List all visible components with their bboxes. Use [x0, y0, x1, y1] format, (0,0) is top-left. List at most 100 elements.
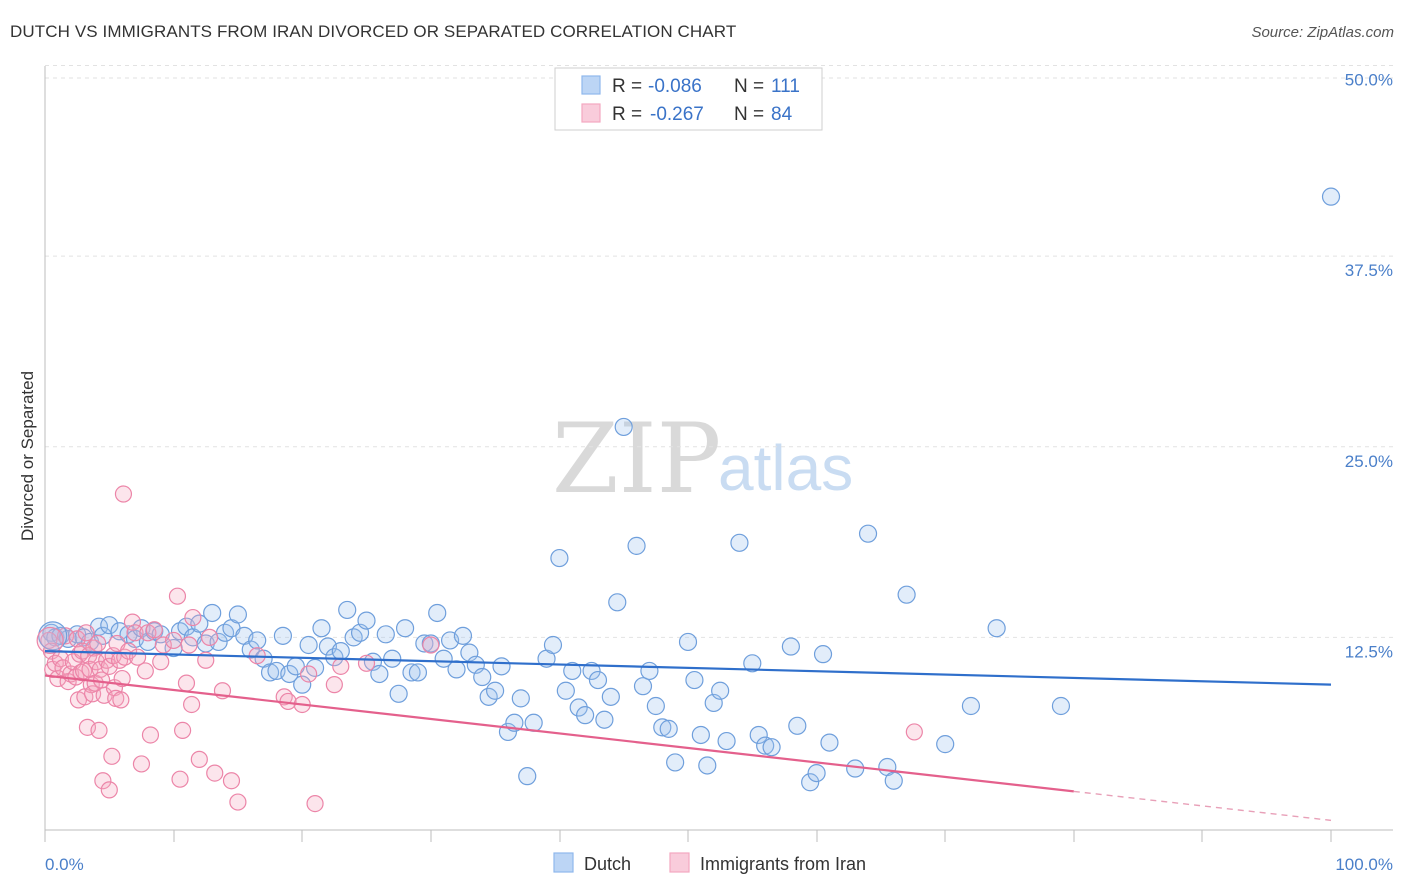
legend-n-value-iran: 84 — [771, 104, 793, 125]
dutch-trend-line — [44, 650, 1332, 686]
dutch-point — [203, 603, 222, 623]
iran-point — [222, 772, 241, 790]
dutch-point — [711, 681, 730, 700]
dutch-point — [473, 667, 492, 687]
dutch-point — [653, 718, 672, 737]
iran-point — [136, 662, 154, 680]
dutch-point — [858, 524, 878, 543]
iran-point — [184, 608, 202, 627]
dutch-point — [550, 548, 569, 568]
dutch-point — [743, 654, 762, 673]
dutch-point — [601, 687, 620, 706]
dutch-point — [582, 661, 601, 681]
grid-lines — [45, 65, 1393, 638]
dutch-point — [595, 710, 614, 729]
dutch-point — [524, 713, 543, 732]
dutch-point — [241, 640, 260, 659]
iran-point — [306, 794, 324, 813]
iran-point — [152, 653, 170, 671]
y-tick-label: 50.0% — [1345, 71, 1393, 90]
legend-swatch-dutch — [581, 75, 601, 95]
dutch-point — [685, 670, 704, 690]
dutch-point — [678, 632, 698, 652]
iran-point — [177, 674, 196, 692]
dutch-point — [627, 536, 646, 555]
dutch-point — [447, 660, 466, 679]
dutch-point — [788, 716, 807, 735]
dutch-point — [936, 735, 955, 754]
iran-point — [126, 624, 144, 642]
dutch-point — [633, 677, 653, 696]
iran-point — [183, 695, 201, 714]
iran-point — [103, 747, 121, 765]
dutch-point — [293, 675, 312, 694]
dutch-point — [646, 696, 665, 716]
dutch-point — [280, 664, 299, 684]
bottom-legend-label-iran: Immigrants from Iran — [700, 854, 866, 874]
dutch-point — [38, 621, 68, 651]
iran-point — [332, 657, 350, 675]
dutch-point — [801, 773, 820, 792]
dutch-point — [370, 664, 389, 684]
dutch-point — [338, 600, 357, 620]
watermark-zip: ZIP — [552, 403, 721, 515]
dutch-point — [614, 417, 633, 437]
dutch-point — [100, 616, 119, 635]
iran-point — [141, 726, 160, 744]
stats-legend: R = -0.086 N = 111 R = -0.267 N = 84 — [554, 67, 823, 131]
iran-point — [36, 626, 64, 655]
dutch-point — [248, 631, 267, 650]
iran-point — [89, 634, 107, 653]
iran-point — [154, 636, 172, 654]
dutch-point — [428, 603, 447, 623]
bottom-legend-swatch-iran — [669, 852, 690, 873]
dutch-point — [492, 657, 511, 676]
iran-point — [165, 631, 183, 650]
y-axis-title: Divorced or Separated — [18, 371, 37, 541]
y-tick-label: 37.5% — [1345, 261, 1393, 280]
dutch-point — [659, 719, 678, 738]
iran-point — [168, 587, 187, 605]
iran-point — [40, 631, 58, 650]
bottom-legend-label-dutch: Dutch — [584, 854, 631, 874]
iran-trend-extension — [1073, 790, 1332, 822]
dutch-point — [357, 611, 376, 630]
dutch-point — [807, 763, 826, 783]
dutch-point — [897, 585, 916, 604]
iran-point — [90, 721, 108, 740]
dutch-point — [576, 706, 595, 725]
dutch-point — [415, 634, 434, 653]
iran-point — [132, 755, 151, 773]
dutch-point — [305, 658, 325, 677]
dutch-point — [762, 738, 781, 757]
legend-n-label-iran: N = — [734, 104, 764, 125]
dutch-point — [781, 637, 800, 656]
iran-point — [190, 750, 208, 768]
dutch-point — [518, 767, 537, 786]
legend-n-label-dutch: N = — [734, 76, 764, 97]
dutch-point — [434, 649, 453, 668]
iran-point — [123, 613, 142, 631]
dutch-point — [588, 670, 608, 690]
dutch-point — [190, 614, 209, 633]
dutch-point — [389, 684, 408, 703]
dutch-point — [312, 619, 331, 638]
iran-point — [100, 781, 118, 799]
iran-trend-line — [44, 674, 1074, 793]
dutch-point — [749, 725, 768, 745]
dutch-point — [376, 625, 395, 644]
iran-point — [113, 669, 131, 688]
x-tick-label: 0.0% — [45, 855, 84, 874]
dutch-point — [563, 661, 582, 681]
dutch-point — [698, 756, 717, 775]
dutch-point — [884, 771, 903, 790]
dutch-point — [331, 641, 350, 661]
iran-point — [171, 770, 189, 788]
iran-point — [325, 676, 343, 694]
dutch-point — [511, 689, 530, 708]
dutch-point — [608, 593, 627, 612]
dutch-point — [556, 681, 575, 700]
iran-point — [174, 721, 192, 740]
dutch-point — [421, 634, 440, 653]
axes: 12.5% 25.0% 37.5% 50.0% 0.0% 100.0% — [44, 66, 1393, 874]
